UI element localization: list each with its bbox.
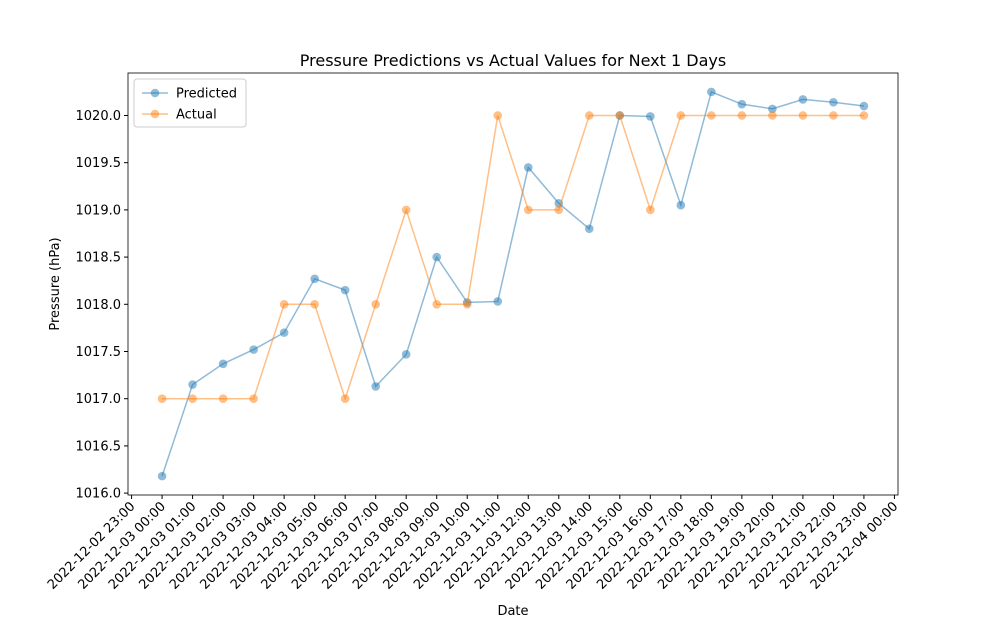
point — [218, 394, 228, 404]
point — [737, 99, 747, 109]
point — [768, 111, 777, 120]
y-tick-label: 1018.0 — [76, 298, 122, 313]
series-line — [162, 114, 864, 402]
y-axis-label: Pressure (hPa) — [48, 237, 63, 330]
y-tick-label: 1020.0 — [76, 109, 122, 124]
point — [798, 111, 808, 120]
chart-title: Pressure Predictions vs Actual Values fo… — [300, 51, 726, 70]
point — [157, 394, 167, 404]
legend-marker — [150, 88, 160, 98]
point — [523, 205, 533, 215]
point — [859, 101, 869, 111]
point — [340, 285, 350, 295]
point — [279, 328, 289, 337]
point — [676, 111, 686, 120]
point — [401, 205, 411, 215]
point — [462, 299, 472, 309]
point — [493, 297, 503, 306]
y-tick-label: 1016.0 — [76, 487, 122, 502]
point — [829, 97, 838, 107]
point — [646, 112, 655, 121]
point — [157, 471, 167, 481]
point — [829, 111, 838, 120]
point — [371, 382, 380, 391]
point — [676, 200, 686, 210]
point — [798, 95, 808, 104]
legend-label: Predicted — [176, 87, 237, 102]
legend-label: Actual — [176, 108, 217, 123]
y-tick-label: 1016.5 — [76, 439, 122, 454]
point — [523, 163, 533, 172]
point — [584, 111, 594, 120]
y-tick-label: 1019.0 — [76, 203, 122, 218]
point — [615, 111, 625, 120]
point — [218, 359, 228, 369]
point — [279, 299, 289, 309]
point — [432, 299, 442, 309]
legend-box — [133, 78, 247, 128]
point — [340, 394, 350, 404]
point — [310, 274, 319, 284]
point — [188, 394, 197, 404]
point — [768, 104, 777, 114]
y-tick-label: 1019.5 — [76, 156, 122, 171]
point — [646, 205, 655, 215]
series-line — [161, 90, 865, 477]
point — [401, 350, 411, 359]
point — [249, 345, 258, 354]
x-axis-label: Date — [497, 604, 528, 619]
point — [859, 111, 869, 120]
point — [707, 87, 716, 97]
y-tick-label: 1017.0 — [76, 392, 122, 407]
point — [554, 205, 564, 215]
y-tick-label: 1017.5 — [76, 345, 122, 360]
plot-frame — [127, 72, 899, 496]
point — [310, 299, 319, 309]
legend-marker — [150, 109, 160, 119]
point — [707, 111, 716, 120]
point — [249, 394, 258, 404]
point — [371, 299, 380, 309]
point — [737, 111, 747, 120]
point — [432, 252, 442, 262]
point — [584, 224, 594, 234]
point — [188, 380, 197, 389]
y-tick-label: 1018.5 — [76, 251, 122, 266]
point — [493, 111, 503, 120]
